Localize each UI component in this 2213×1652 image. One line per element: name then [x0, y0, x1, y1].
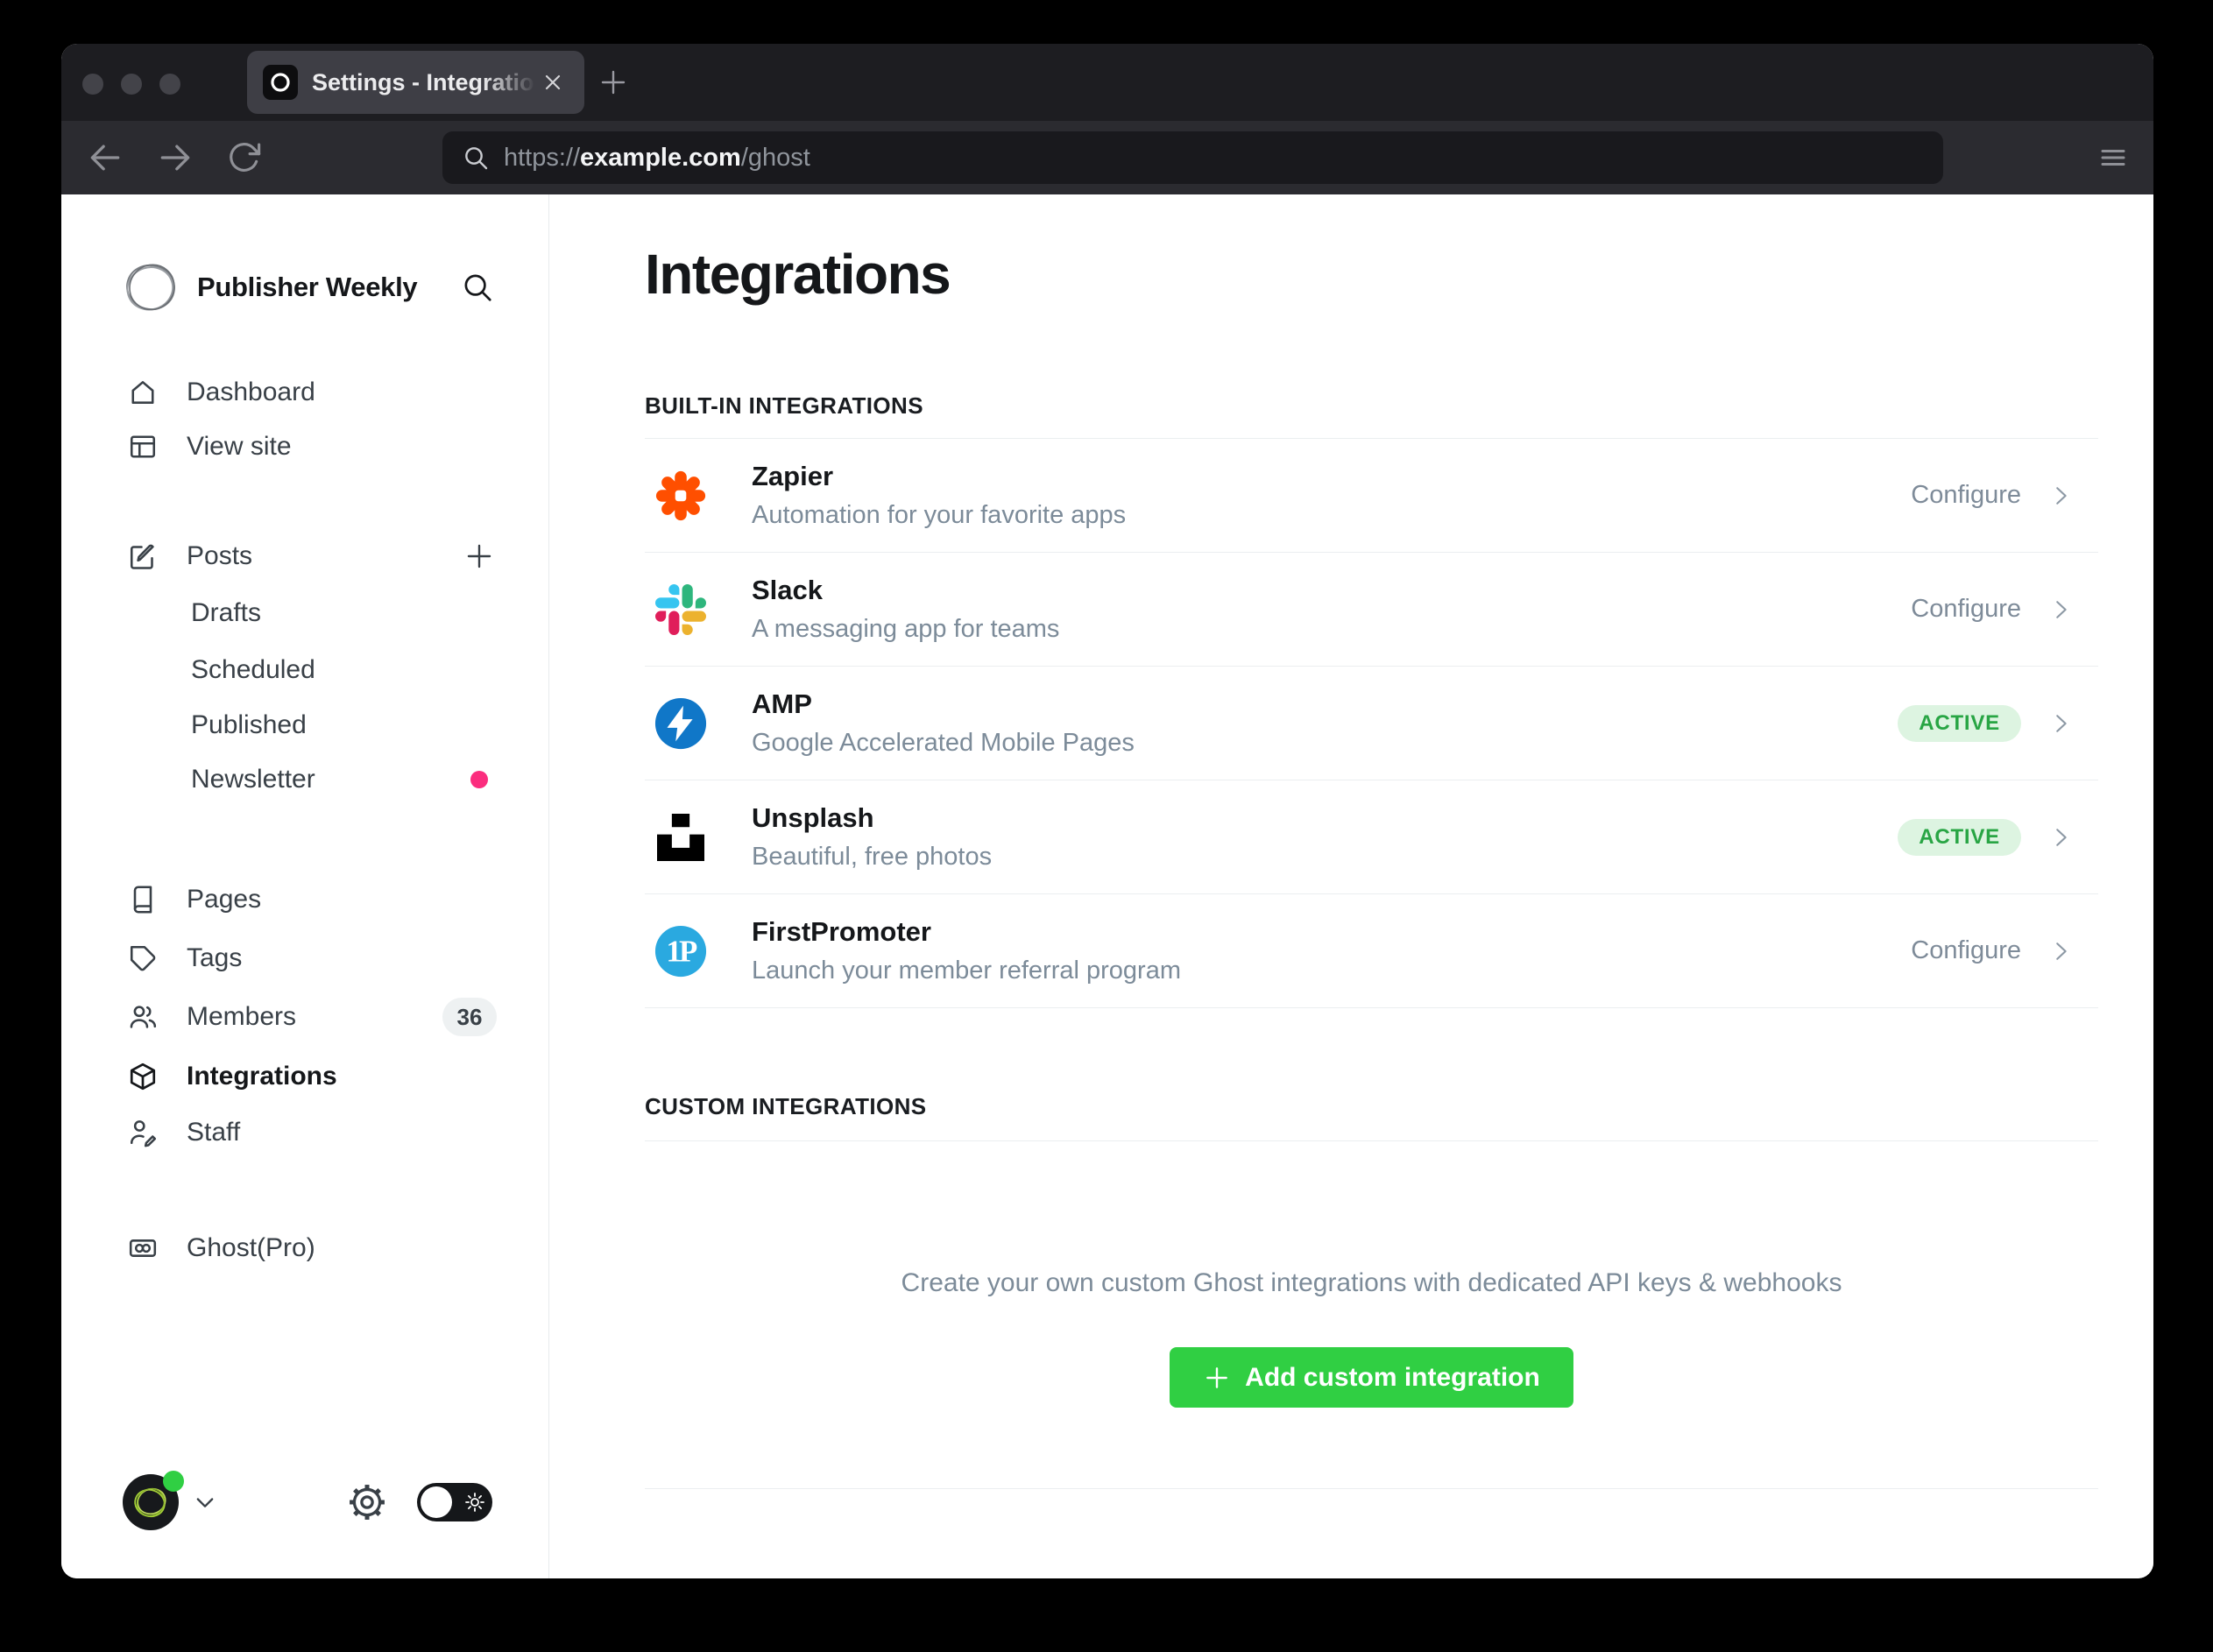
custom-section-heading: CUSTOM INTEGRATIONS: [645, 1093, 927, 1119]
minimize-window-button[interactable]: [121, 74, 142, 95]
integration-row-firstpromoter[interactable]: 1P FirstPromoter Launch your member refe…: [645, 894, 2098, 1008]
ghost-favicon-icon: [263, 65, 298, 100]
sidebar-item-tags[interactable]: Tags: [61, 929, 548, 987]
divider: [645, 1488, 2098, 1489]
integration-name: AMP: [752, 688, 812, 719]
search-url-icon: [465, 147, 488, 170]
sun-icon: [465, 1493, 484, 1512]
user-avatar[interactable]: [123, 1471, 184, 1530]
browser-tab-bar: Settings - Integrations - Publishe: [61, 44, 2153, 121]
edit-post-icon: [130, 544, 154, 569]
new-post-icon[interactable]: [463, 540, 495, 572]
integration-description: A messaging app for teams: [752, 615, 1060, 643]
layout-icon: [130, 435, 156, 458]
integration-description: Google Accelerated Mobile Pages: [752, 729, 1135, 757]
zapier-icon: [654, 469, 708, 523]
slack-icon: [654, 582, 708, 637]
zoom-window-button[interactable]: [159, 74, 180, 95]
sidebar-item-newsletter[interactable]: Newsletter: [191, 765, 315, 794]
ghost-pro-icon: [129, 1239, 157, 1257]
built-in-section-heading: BUILT-IN INTEGRATIONS: [645, 392, 923, 419]
integration-row-unsplash[interactable]: Unsplash Beautiful, free photos ACTIVE: [645, 780, 2098, 894]
chevron-right-icon: [2056, 600, 2067, 618]
built-in-integrations-list: Zapier Automation for your favorite apps…: [645, 438, 2098, 1008]
sidebar-item-staff[interactable]: Staff: [61, 1104, 548, 1161]
integration-name: Unsplash: [752, 802, 874, 833]
url-bar[interactable]: https://example.com/ghost: [442, 131, 1943, 184]
integration-row-zapier[interactable]: Zapier Automation for your favorite apps…: [645, 439, 2098, 553]
integration-description: Automation for your favorite apps: [752, 501, 1127, 529]
sidebar-item-members[interactable]: Members: [61, 988, 548, 1046]
plus-icon: [1206, 1366, 1228, 1388]
close-window-button[interactable]: [82, 74, 103, 95]
sidebar-item-pages[interactable]: Pages: [61, 871, 548, 928]
unsplash-icon: [654, 810, 708, 865]
sidebar-item-ghost-pro[interactable]: Ghost(Pro): [61, 1219, 548, 1277]
sidebar-item-view-site[interactable]: View site: [61, 418, 548, 476]
configure-link[interactable]: Configure: [1911, 936, 2021, 964]
add-custom-integration-button[interactable]: Add custom integration: [1170, 1347, 1573, 1408]
browser-window: Settings - Integrations - Publishe https…: [61, 44, 2153, 1578]
configure-link[interactable]: Configure: [1911, 481, 2021, 509]
integration-description: Beautiful, free photos: [752, 843, 993, 871]
members-count-badge: 36: [442, 998, 497, 1036]
tag-icon: [130, 945, 156, 971]
toggle-knob: [421, 1486, 452, 1518]
active-status-badge: ACTIVE: [1898, 704, 2021, 742]
new-tab-icon[interactable]: [597, 67, 629, 98]
chevron-right-icon: [2056, 486, 2067, 505]
chevron-down-icon[interactable]: [193, 1490, 217, 1514]
admin-sidebar: Publisher Weekly Dashboard View site Pos…: [61, 194, 549, 1578]
sidebar-item-integrations[interactable]: Integrations: [61, 1048, 548, 1105]
tab-title-fade: [483, 68, 535, 96]
integrations-cube-icon: [130, 1063, 156, 1091]
search-icon[interactable]: [461, 271, 494, 304]
staff-icon: [130, 1120, 157, 1147]
site-logo: [126, 264, 175, 311]
hamburger-menu-icon[interactable]: [2096, 142, 2131, 173]
active-status-badge: ACTIVE: [1898, 818, 2021, 856]
online-status-dot: [163, 1471, 184, 1492]
browser-tab[interactable]: Settings - Integrations - Publishe: [247, 51, 584, 114]
integration-name: FirstPromoter: [752, 916, 931, 947]
newsletter-notification-dot: [470, 771, 488, 788]
sidebar-item-published[interactable]: Published: [191, 710, 307, 739]
window-controls[interactable]: [82, 74, 180, 95]
page-title: Integrations: [645, 243, 951, 306]
members-icon: [130, 1006, 157, 1028]
sidebar-item-scheduled[interactable]: Scheduled: [191, 655, 315, 684]
chevron-right-icon: [2056, 942, 2067, 960]
configure-link[interactable]: Configure: [1911, 595, 2021, 623]
chevron-right-icon: [2056, 714, 2067, 732]
svg-text:1P: 1P: [667, 934, 698, 968]
tab-title: Settings - Integrations - Publishe: [312, 68, 535, 96]
divider: [645, 1140, 2098, 1141]
gear-icon[interactable]: [347, 1482, 387, 1522]
pages-icon: [133, 886, 152, 914]
dark-mode-toggle[interactable]: [417, 1483, 492, 1521]
integration-name: Zapier: [752, 461, 834, 491]
back-icon[interactable]: [86, 138, 124, 177]
sidebar-item-drafts[interactable]: Drafts: [191, 598, 262, 627]
reload-icon[interactable]: [226, 139, 263, 176]
integration-description: Launch your member referral program: [752, 957, 1181, 985]
site-title: Publisher Weekly: [197, 272, 418, 302]
integrations-page: Integrations BUILT-IN INTEGRATIONS Zapie…: [549, 194, 2153, 1578]
amp-icon: [654, 696, 708, 751]
home-icon: [131, 381, 154, 404]
chevron-right-icon: [2056, 828, 2067, 846]
integration-row-amp[interactable]: AMP Google Accelerated Mobile Pages ACTI…: [645, 667, 2098, 780]
close-tab-icon[interactable]: [541, 70, 565, 95]
sidebar-item-posts[interactable]: Posts: [61, 527, 548, 585]
custom-integrations-description: Create your own custom Ghost integration…: [901, 1268, 1842, 1297]
forward-icon[interactable]: [156, 138, 194, 177]
browser-toolbar: https://example.com/ghost: [61, 121, 2153, 194]
integration-row-slack[interactable]: Slack A messaging app for teams Configur…: [645, 553, 2098, 667]
firstpromoter-icon: 1P: [654, 924, 708, 978]
integration-name: Slack: [752, 575, 824, 605]
url-text: https://example.com/ghost: [504, 143, 810, 172]
sidebar-item-dashboard[interactable]: Dashboard: [61, 364, 548, 421]
